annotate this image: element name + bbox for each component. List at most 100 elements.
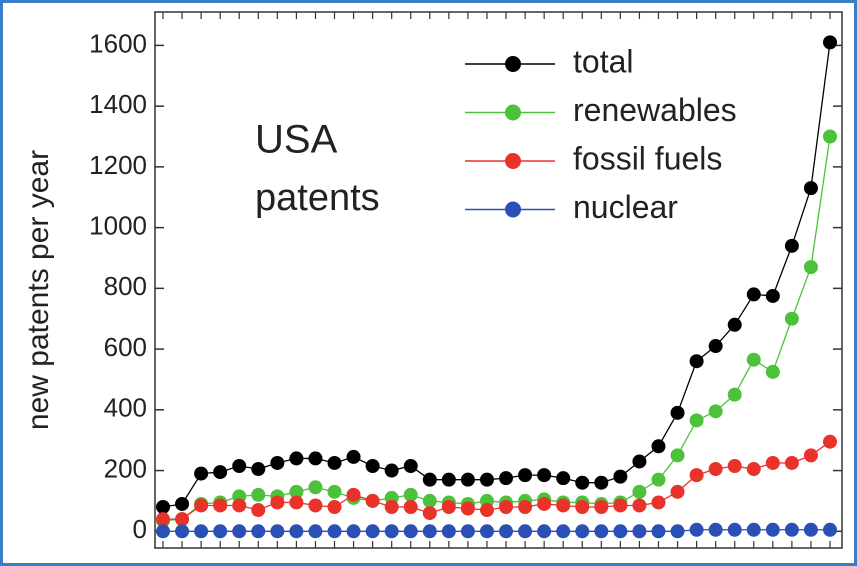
data-point bbox=[422, 506, 437, 521]
data-point bbox=[689, 413, 704, 428]
data-point bbox=[213, 465, 228, 480]
data-point bbox=[232, 524, 247, 539]
data-point bbox=[823, 522, 837, 537]
data-point bbox=[594, 500, 609, 515]
data-point bbox=[765, 288, 780, 303]
data-point bbox=[594, 475, 609, 490]
data-point bbox=[746, 522, 761, 537]
data-point bbox=[708, 339, 723, 354]
data-point bbox=[479, 503, 494, 518]
data-point bbox=[479, 472, 494, 487]
data-point bbox=[784, 522, 799, 537]
data-point bbox=[765, 364, 780, 379]
data-point bbox=[232, 459, 247, 474]
data-point bbox=[384, 500, 399, 515]
data-point bbox=[270, 524, 285, 539]
data-point bbox=[537, 524, 552, 539]
y-tick-label: 1000 bbox=[89, 210, 147, 240]
data-point bbox=[156, 512, 170, 527]
data-point bbox=[518, 468, 533, 483]
data-point bbox=[251, 487, 266, 502]
data-point bbox=[823, 434, 837, 449]
data-point bbox=[823, 129, 837, 144]
data-point bbox=[499, 500, 514, 515]
data-point bbox=[422, 472, 437, 487]
legend-marker bbox=[505, 56, 521, 72]
data-point bbox=[403, 459, 418, 474]
data-point bbox=[251, 503, 266, 518]
data-point bbox=[670, 405, 685, 420]
data-point bbox=[499, 524, 514, 539]
data-point bbox=[727, 459, 742, 474]
data-point bbox=[327, 500, 342, 515]
data-point bbox=[651, 524, 666, 539]
data-point bbox=[308, 524, 323, 539]
y-tick-label: 800 bbox=[104, 271, 147, 301]
data-point bbox=[251, 462, 266, 477]
data-point bbox=[708, 462, 723, 477]
y-tick-label: 200 bbox=[104, 453, 147, 483]
data-point bbox=[746, 352, 761, 367]
data-point bbox=[537, 496, 552, 511]
data-point bbox=[594, 524, 609, 539]
data-point bbox=[651, 439, 666, 454]
data-point bbox=[346, 524, 361, 539]
data-point bbox=[632, 484, 647, 499]
data-point bbox=[651, 495, 666, 510]
data-point bbox=[384, 463, 399, 478]
data-point bbox=[784, 311, 799, 326]
data-point bbox=[689, 468, 704, 483]
data-point bbox=[194, 466, 209, 481]
legend-marker bbox=[505, 201, 521, 218]
legend-label: renewables bbox=[573, 92, 737, 128]
data-point bbox=[651, 472, 666, 487]
data-point bbox=[746, 462, 761, 477]
data-point bbox=[556, 498, 571, 513]
data-point bbox=[289, 484, 304, 499]
data-point bbox=[460, 524, 475, 539]
data-point bbox=[213, 498, 228, 513]
data-point bbox=[803, 181, 818, 196]
legend-label: nuclear bbox=[573, 189, 678, 225]
data-point bbox=[518, 500, 533, 515]
data-point bbox=[175, 512, 190, 527]
data-point bbox=[346, 487, 361, 502]
data-point bbox=[803, 522, 818, 537]
data-point bbox=[670, 524, 685, 539]
data-point bbox=[499, 471, 514, 486]
data-point bbox=[708, 522, 723, 537]
legend-marker bbox=[505, 153, 521, 169]
legend-marker bbox=[505, 104, 521, 121]
data-point bbox=[708, 404, 723, 419]
data-point bbox=[289, 451, 304, 466]
data-point bbox=[518, 524, 533, 539]
data-point bbox=[689, 354, 704, 369]
data-point bbox=[175, 496, 190, 511]
y-axis-label: new patents per year bbox=[22, 150, 55, 430]
data-point bbox=[803, 448, 818, 463]
data-point bbox=[727, 317, 742, 332]
data-point bbox=[613, 469, 628, 484]
data-point bbox=[308, 451, 323, 466]
data-point bbox=[632, 498, 647, 513]
data-point bbox=[765, 522, 780, 537]
annotation: patents bbox=[255, 177, 380, 219]
data-point bbox=[441, 472, 456, 487]
data-point bbox=[194, 524, 209, 539]
data-point bbox=[251, 524, 266, 539]
data-point bbox=[727, 522, 742, 537]
data-point bbox=[670, 484, 685, 499]
data-point bbox=[327, 455, 342, 470]
data-point bbox=[403, 524, 418, 539]
data-point bbox=[803, 260, 818, 275]
data-point bbox=[765, 455, 780, 470]
legend-label: fossil fuels bbox=[573, 140, 722, 176]
data-point bbox=[403, 487, 418, 502]
data-point bbox=[556, 471, 571, 486]
data-point bbox=[575, 475, 590, 490]
data-point bbox=[460, 472, 475, 487]
data-point bbox=[156, 524, 170, 539]
y-tick-label: 1600 bbox=[89, 28, 147, 58]
y-tick-label: 1200 bbox=[89, 150, 147, 180]
